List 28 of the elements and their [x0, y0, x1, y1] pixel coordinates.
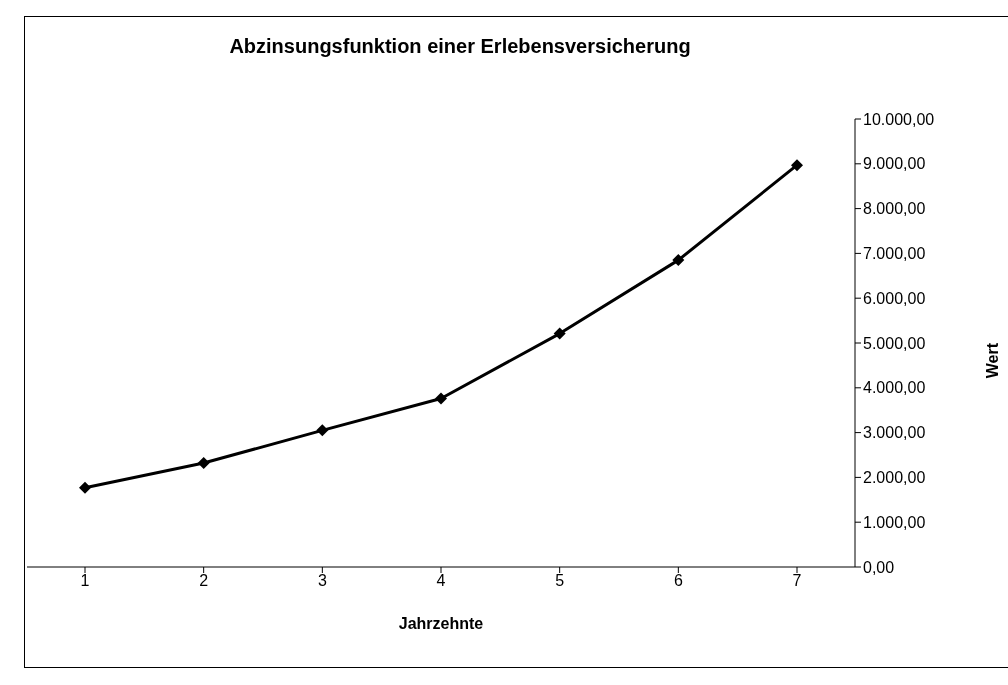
point: [435, 392, 447, 405]
y-tick-label: 6.000,00: [863, 289, 926, 307]
x-axis-title: Jahrzehnte: [398, 615, 484, 632]
y-tick-label: 1.000,00: [863, 513, 926, 531]
point: [197, 457, 210, 470]
x-tick-label: 6: [673, 572, 683, 590]
x-tick-label: 1: [80, 572, 90, 590]
y-tick-label: 3.000,00: [863, 424, 926, 442]
y-tick-label: 5.000,00: [863, 334, 926, 352]
x-tick-label: 7: [792, 572, 802, 590]
point: [672, 254, 685, 267]
chart-title: Abzinsungsfunktion einer Erlebensversicherung: [228, 35, 692, 58]
y-tick-label: 0,00: [863, 558, 895, 576]
point: [316, 424, 329, 437]
y-tick-label: 4.000,00: [863, 379, 926, 397]
y-tick-label: 9.000,00: [863, 155, 926, 173]
x-tick-label: 5: [555, 572, 565, 590]
x-tick-label: 2: [199, 572, 209, 590]
x-tick-label: 4: [436, 572, 446, 590]
y-axis-title: Wert: [983, 342, 1001, 379]
point: [79, 481, 91, 494]
y-tick-label: 10.000,00: [863, 110, 935, 128]
y-tick-label: 2.000,00: [863, 469, 926, 487]
y-tick-label: 8.000,00: [863, 200, 926, 218]
point: [553, 327, 566, 340]
y-tick-label: 7.000,00: [863, 245, 926, 263]
x-tick-label: 3: [317, 572, 327, 590]
point: [791, 159, 803, 172]
